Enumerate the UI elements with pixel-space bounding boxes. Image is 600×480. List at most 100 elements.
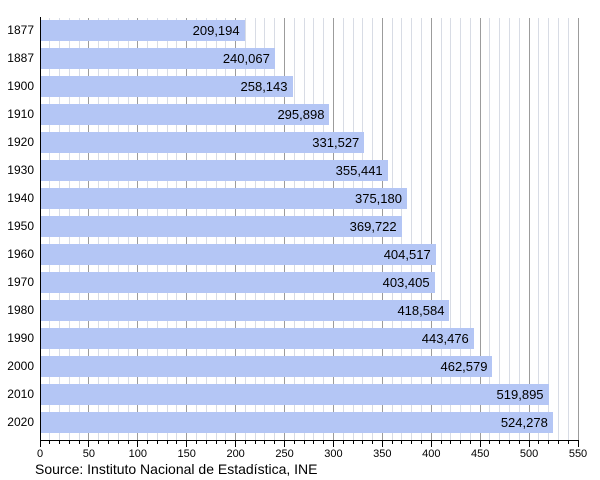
minor-tick <box>244 441 246 444</box>
major-tick <box>39 441 41 447</box>
major-tick <box>284 441 286 447</box>
year-label: 2000 <box>7 359 34 373</box>
bar-value-label: 403,405 <box>382 275 430 290</box>
minor-gridline <box>538 18 540 440</box>
minor-gridline <box>557 18 559 440</box>
minor-tick <box>342 441 344 444</box>
minor-tick <box>225 441 227 444</box>
minor-gridline <box>548 18 550 440</box>
minor-tick <box>420 441 422 444</box>
minor-tick <box>127 441 129 444</box>
minor-tick <box>450 441 452 444</box>
year-label: 1910 <box>7 107 34 121</box>
minor-tick <box>440 441 442 444</box>
x-tick-label: 550 <box>568 448 588 460</box>
minor-tick <box>538 441 540 444</box>
minor-tick <box>362 441 364 444</box>
major-tick <box>235 441 237 447</box>
year-label: 1940 <box>7 191 34 205</box>
x-tick-label: 300 <box>324 448 343 460</box>
minor-tick <box>147 441 149 444</box>
minor-tick <box>352 441 354 444</box>
minor-tick <box>401 441 403 444</box>
year-label: 1970 <box>7 275 34 289</box>
minor-gridline <box>401 18 403 440</box>
major-tick <box>528 441 530 447</box>
bar-1960: 404,517 <box>40 244 436 265</box>
x-tick-label: 200 <box>226 448 245 460</box>
major-tick <box>186 441 188 447</box>
major-gridline <box>577 18 579 440</box>
bar-1970: 403,405 <box>40 272 435 293</box>
bar-value-label: 331,527 <box>312 135 360 150</box>
bar-1877: 209,194 <box>40 20 245 41</box>
minor-tick <box>166 441 168 444</box>
bar-1900: 258,143 <box>40 76 293 97</box>
x-tick-label: 100 <box>128 448 147 460</box>
minor-tick <box>98 441 100 444</box>
major-gridline <box>528 18 530 440</box>
minor-tick <box>303 441 305 444</box>
minor-tick <box>518 441 520 444</box>
x-tick-label: 350 <box>373 448 392 460</box>
bar-1887: 240,067 <box>40 48 275 69</box>
bar-2010: 519,895 <box>40 384 549 405</box>
minor-gridline <box>499 18 501 440</box>
minor-tick <box>509 441 511 444</box>
minor-tick <box>274 441 276 444</box>
year-label: 1980 <box>7 303 34 317</box>
year-label: 1887 <box>7 51 34 65</box>
bar-value-label: 369,722 <box>349 219 397 234</box>
minor-tick <box>107 441 109 444</box>
year-label: 1877 <box>7 23 34 37</box>
minor-tick <box>489 441 491 444</box>
year-label: 1900 <box>7 79 34 93</box>
major-gridline <box>479 18 481 440</box>
major-tick <box>577 441 579 447</box>
x-tick-label: 50 <box>82 448 96 460</box>
bar-2000: 462,579 <box>40 356 493 377</box>
bar-value-label: 355,441 <box>335 163 383 178</box>
bar-value-label: 295,898 <box>277 107 325 122</box>
minor-tick <box>176 441 178 444</box>
minor-tick <box>391 441 393 444</box>
bar-1930: 355,441 <box>40 160 388 181</box>
year-label: 1990 <box>7 331 34 345</box>
year-label: 1960 <box>7 247 34 261</box>
bar-value-label: 462,579 <box>440 359 488 374</box>
minor-tick <box>548 441 550 444</box>
minor-tick <box>372 441 374 444</box>
year-label: 1950 <box>7 219 34 233</box>
x-tick-label: 400 <box>422 448 441 460</box>
minor-gridline <box>450 18 452 440</box>
bar-value-label: 375,180 <box>354 191 402 206</box>
source-caption: Source: Instituto Nacional de Estadístic… <box>35 461 318 477</box>
minor-gridline <box>469 18 471 440</box>
x-tick-label: 450 <box>470 448 490 460</box>
minor-gridline <box>509 18 511 440</box>
major-tick <box>332 441 334 447</box>
bar-value-label: 519,895 <box>496 387 544 402</box>
minor-gridline <box>518 18 520 440</box>
bar-value-label: 524,278 <box>500 415 548 430</box>
bar-1910: 295,898 <box>40 104 330 125</box>
bar-1940: 375,180 <box>40 188 407 209</box>
minor-gridline <box>489 18 491 440</box>
minor-tick <box>499 441 501 444</box>
major-tick <box>430 441 432 447</box>
x-tick-label: 500 <box>519 448 539 460</box>
minor-tick <box>254 441 256 444</box>
bar-value-label: 209,194 <box>192 23 240 38</box>
minor-tick <box>264 441 266 444</box>
bar-1980: 418,584 <box>40 300 450 321</box>
minor-tick <box>205 441 207 444</box>
minor-tick <box>49 441 51 444</box>
major-tick <box>479 441 481 447</box>
bar-value-label: 443,476 <box>421 331 469 346</box>
minor-tick <box>567 441 569 444</box>
minor-tick <box>293 441 295 444</box>
major-tick <box>88 441 90 447</box>
minor-gridline <box>567 18 569 440</box>
minor-tick <box>469 441 471 444</box>
minor-tick <box>68 441 70 444</box>
